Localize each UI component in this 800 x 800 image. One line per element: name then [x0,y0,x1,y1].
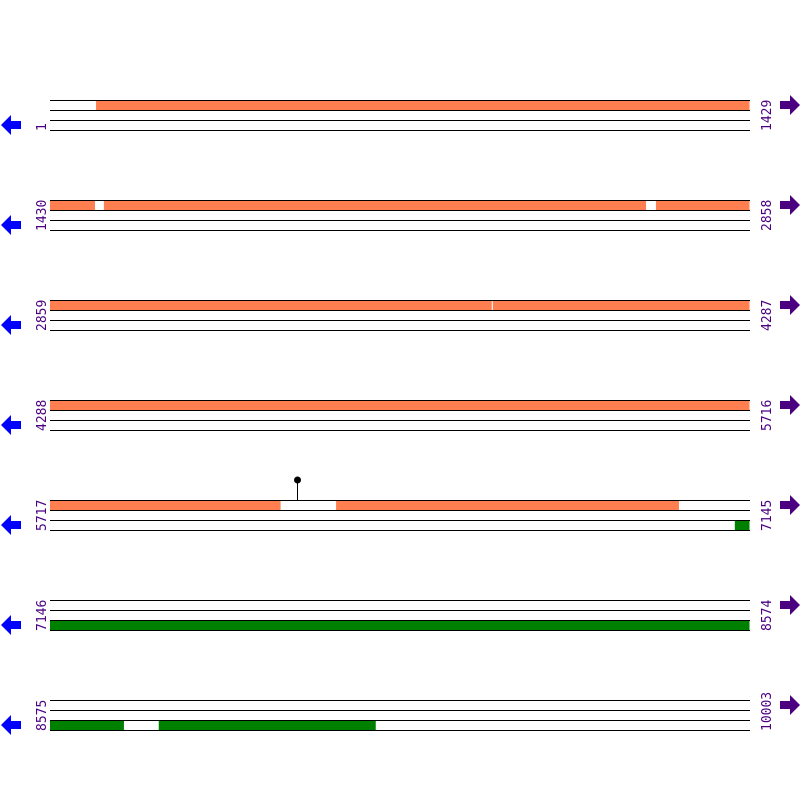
sequence-row: 7146 8574 [1,595,800,635]
sequence-row: 4288 5716 [1,395,800,435]
left-arrow-icon[interactable] [1,115,21,135]
right-arrow-icon[interactable] [780,295,800,315]
left-arrow-icon[interactable] [1,215,21,235]
gene-segment[interactable] [50,620,750,630]
row-start-label: 1 [35,123,50,131]
row-end-label: 10003 [760,692,775,731]
left-arrow-icon[interactable] [1,515,21,535]
left-arrow-icon[interactable] [1,715,21,735]
row-start-label: 4288 [35,400,50,431]
cds-segment[interactable] [50,200,96,210]
gap-segment[interactable] [123,720,159,730]
gap-segment[interactable] [646,200,656,210]
marker-dot-icon[interactable] [294,476,301,484]
right-arrow-icon[interactable] [780,695,800,715]
gene-segment[interactable] [734,520,750,530]
gap-segment[interactable] [95,200,104,210]
cds-segment[interactable] [103,200,647,210]
row-start-label: 7146 [35,600,50,631]
cds-segment[interactable] [50,400,750,410]
cds-segment[interactable] [492,300,750,310]
left-arrow-icon[interactable] [1,415,21,435]
cds-segment[interactable] [50,500,281,510]
row-end-label: 1429 [760,100,775,131]
row-end-label: 2858 [760,200,775,231]
sequence-row: 8575 10003 [1,692,800,735]
row-start-label: 8575 [35,700,50,731]
gene-segment[interactable] [50,720,124,730]
right-arrow-icon[interactable] [780,95,800,115]
right-arrow-icon[interactable] [780,495,800,515]
right-arrow-icon[interactable] [780,195,800,215]
cds-segment[interactable] [96,100,750,110]
sequence-row: 1 1429 [1,95,800,135]
gene-segment[interactable] [158,720,376,730]
cds-segment[interactable] [336,500,679,510]
gap-segment[interactable] [280,500,337,510]
right-arrow-icon[interactable] [780,595,800,615]
gap-segment[interactable] [491,300,493,310]
row-end-label: 4287 [760,300,775,331]
left-arrow-icon[interactable] [1,315,21,335]
left-arrow-icon[interactable] [1,615,21,635]
sequence-row: 1430 2858 [1,195,800,235]
row-end-label: 5716 [760,400,775,431]
row-start-label: 1430 [35,200,50,231]
row-start-label: 2859 [35,300,50,331]
sequence-row: 5717 7145 [1,476,800,535]
sequence-row: 2859 4287 [1,295,800,335]
row-end-label: 7145 [760,500,775,531]
row-start-label: 5717 [35,500,50,531]
row-end-label: 8574 [760,600,775,631]
right-arrow-icon[interactable] [780,395,800,415]
cds-segment[interactable] [50,300,492,310]
cds-segment[interactable] [655,200,750,210]
